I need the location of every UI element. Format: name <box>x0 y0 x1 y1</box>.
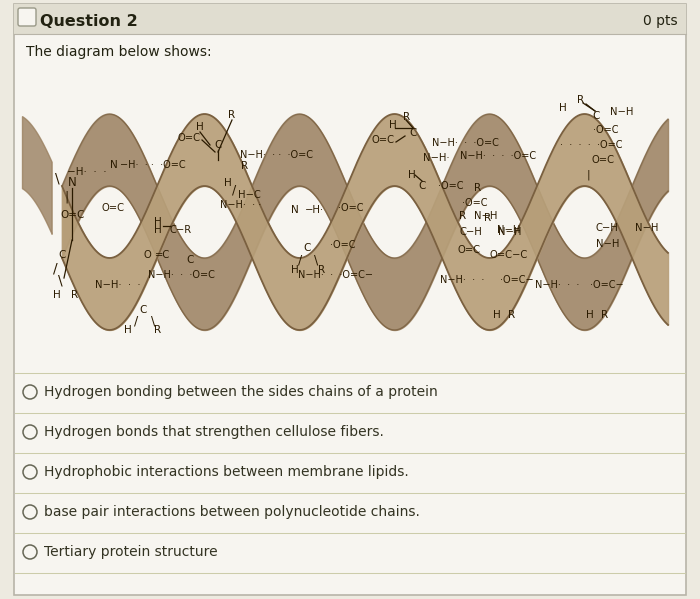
Text: C: C <box>592 111 600 121</box>
Text: ·O=C: ·O=C <box>330 240 356 250</box>
Text: Hydrophobic interactions between membrane lipids.: Hydrophobic interactions between membran… <box>44 465 409 479</box>
Text: C−R: C−R <box>170 225 192 235</box>
Text: C: C <box>410 128 416 138</box>
Text: C: C <box>303 243 311 253</box>
Text: C: C <box>419 181 426 191</box>
Text: H: H <box>224 178 232 188</box>
Text: Question 2: Question 2 <box>40 14 138 29</box>
Text: C: C <box>139 305 147 315</box>
Text: O=C: O=C <box>177 133 200 143</box>
Text: O=C: O=C <box>60 210 85 220</box>
Text: ·O=C: ·O=C <box>338 203 363 213</box>
Text: \: \ <box>151 314 155 328</box>
Text: H: H <box>291 265 299 275</box>
Text: H: H <box>586 310 594 320</box>
Text: H: H <box>53 290 61 300</box>
FancyBboxPatch shape <box>14 4 686 595</box>
Text: R: R <box>459 211 467 221</box>
Text: R: R <box>578 95 584 105</box>
Text: H: H <box>154 217 162 227</box>
Text: R: R <box>484 213 491 223</box>
Text: Tertiary protein structure: Tertiary protein structure <box>44 545 218 559</box>
Text: N−H·  ·  ·: N−H· · · <box>95 280 141 290</box>
Text: =C: =C <box>155 250 170 260</box>
Text: |: | <box>64 190 68 204</box>
Text: ·O=C: ·O=C <box>593 125 619 135</box>
Text: H: H <box>408 170 416 180</box>
Text: −H·  ·  ·: −H· · · <box>67 167 106 177</box>
Text: N−H·  · ·: N−H· · · <box>220 200 261 210</box>
Text: R: R <box>228 110 236 120</box>
Text: ·  ·  ·  ·  ·O=C: · · · · ·O=C <box>560 140 622 150</box>
Text: N−H: N−H <box>596 239 620 249</box>
Text: /: / <box>232 183 236 196</box>
Text: H−C: H−C <box>238 190 260 200</box>
Text: O=C: O=C <box>591 155 614 165</box>
Text: C−H: C−H <box>460 227 483 237</box>
Text: R: R <box>475 183 482 193</box>
Text: N−H: N−H <box>474 211 498 221</box>
Text: N−H·  · ·  ·O=C: N−H· · · ·O=C <box>240 150 313 160</box>
Text: O=C: O=C <box>101 203 124 213</box>
Text: C: C <box>214 140 222 150</box>
Text: H: H <box>493 310 501 320</box>
Text: C: C <box>58 250 66 260</box>
Text: N−H: N−H <box>635 223 659 233</box>
Text: /: / <box>134 314 138 328</box>
Text: ·O=C: ·O=C <box>438 181 463 191</box>
Text: N−H: N−H <box>497 225 520 235</box>
Text: R: R <box>318 265 326 275</box>
Text: C: C <box>186 255 194 265</box>
Text: \: \ <box>57 273 62 287</box>
Text: N−H: N−H <box>498 227 522 237</box>
Text: N−H·: N−H· <box>423 153 449 163</box>
Text: C−H: C−H <box>596 223 619 233</box>
Text: R: R <box>508 310 516 320</box>
Text: N−H·  ·  ·: N−H· · · <box>440 275 484 285</box>
Text: −H·: −H· <box>305 205 324 215</box>
Text: |: | <box>586 170 590 180</box>
Text: ·O=C: ·O=C <box>462 198 487 208</box>
FancyBboxPatch shape <box>14 4 686 34</box>
Text: Hydrogen bonding between the sides chains of a protein: Hydrogen bonding between the sides chain… <box>44 385 438 399</box>
Text: N: N <box>291 205 299 215</box>
Text: N: N <box>68 176 76 189</box>
Text: −H·  · ·  ·O=C: −H· · · ·O=C <box>120 160 186 170</box>
Text: H: H <box>196 122 204 132</box>
Text: R: R <box>403 112 411 122</box>
Text: N−H: N−H <box>610 107 634 117</box>
Text: H: H <box>154 225 162 235</box>
Text: /: / <box>52 261 57 275</box>
Text: H: H <box>124 325 132 335</box>
Text: H: H <box>559 103 567 113</box>
FancyBboxPatch shape <box>18 8 36 26</box>
Text: N−H·  ·  ·  ·O=C: N−H· · · ·O=C <box>460 151 536 161</box>
Text: O=C: O=C <box>371 135 394 145</box>
Text: ·O=C−: ·O=C− <box>590 280 624 290</box>
Text: N−H·  ·  ·O=C: N−H· · ·O=C <box>432 138 499 148</box>
Text: \: \ <box>55 171 60 185</box>
Text: \: \ <box>314 253 318 267</box>
Text: H: H <box>389 120 397 130</box>
Text: The diagram below shows:: The diagram below shows: <box>26 45 211 59</box>
Text: R: R <box>241 161 248 171</box>
Text: Hydrogen bonds that strengthen cellulose fibers.: Hydrogen bonds that strengthen cellulose… <box>44 425 384 439</box>
Text: N−H·  ·  ·O=C−: N−H· · ·O=C− <box>298 270 373 280</box>
Text: R: R <box>71 290 78 300</box>
Text: ·O=C−: ·O=C− <box>500 275 533 285</box>
Text: O=C: O=C <box>458 245 481 255</box>
Text: base pair interactions between polynucleotide chains.: base pair interactions between polynucle… <box>44 505 420 519</box>
Text: N: N <box>110 160 118 170</box>
Text: O=C−C: O=C−C <box>490 250 528 260</box>
Text: N−H·  ·  ·O=C: N−H· · ·O=C <box>148 270 215 280</box>
Text: N−H·  ·  ·: N−H· · · <box>535 280 580 290</box>
Text: R: R <box>155 325 162 335</box>
Text: O: O <box>143 250 151 260</box>
Text: 0 pts: 0 pts <box>643 14 678 28</box>
Text: /: / <box>298 253 302 267</box>
Text: R: R <box>601 310 608 320</box>
